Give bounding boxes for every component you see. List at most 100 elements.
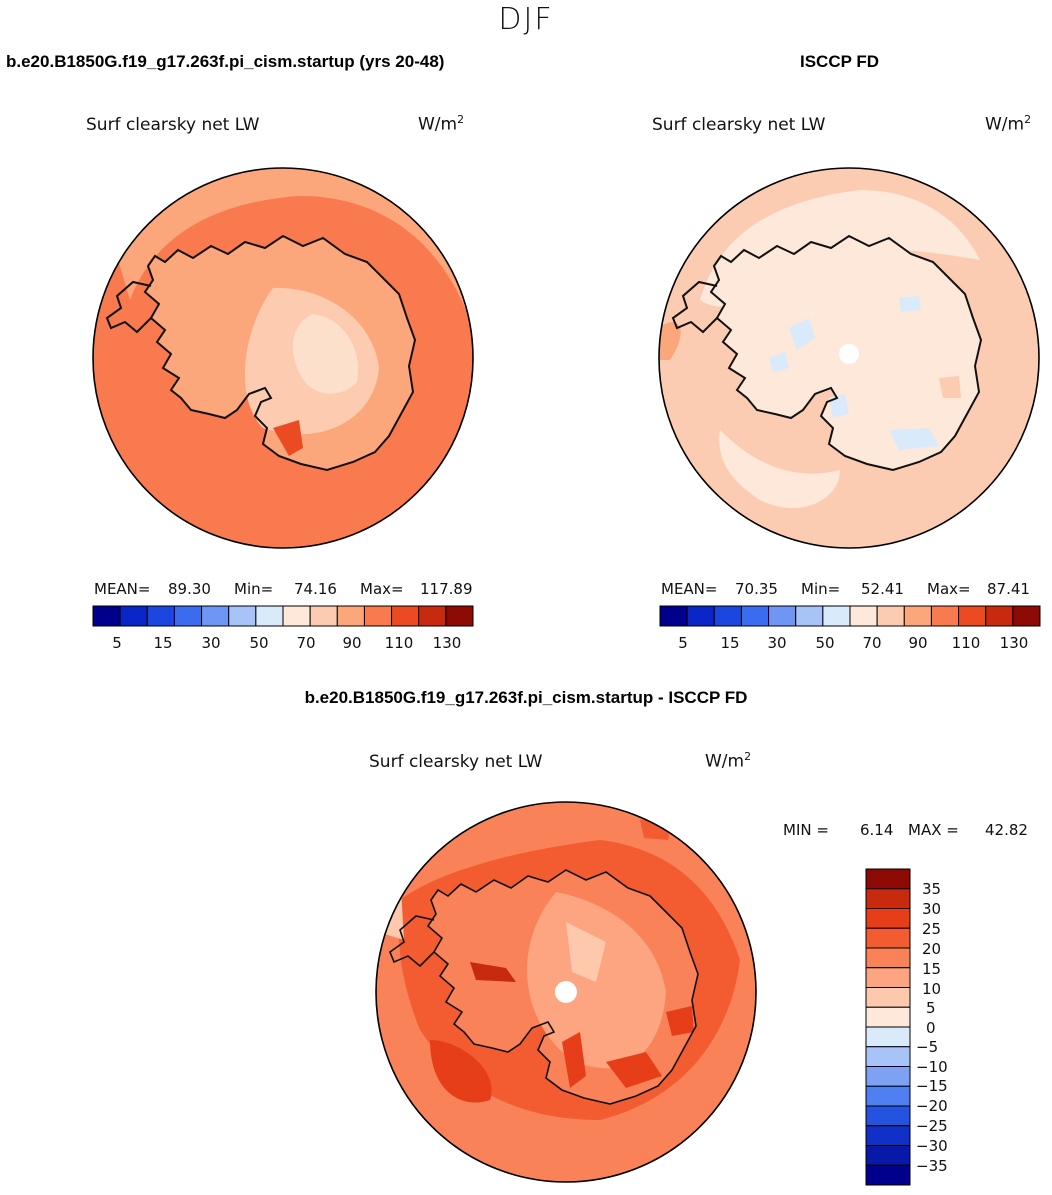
obs-cbar-tick: 5 xyxy=(678,634,688,652)
obs-cbar-tick: 30 xyxy=(767,634,787,652)
model-colorbar-cell xyxy=(282,605,311,627)
diff-cbar-tick: −20 xyxy=(916,1097,948,1115)
diff-variable-label: Surf clearsky net LW xyxy=(369,752,543,772)
diff-cbar-tick: −10 xyxy=(916,1058,948,1076)
obs-colorbar-cell xyxy=(985,605,1014,627)
model-colorbar-cell xyxy=(92,605,121,627)
obs-colorbar-cell xyxy=(958,605,987,627)
obs-colorbar xyxy=(659,605,1041,627)
diff-cbar-tick: −15 xyxy=(916,1077,948,1095)
obs-cbar-tick: 15 xyxy=(720,634,740,652)
diff-cbar-tick: −35 xyxy=(916,1157,948,1175)
obs-cbar-tick: 110 xyxy=(951,634,981,652)
model-cbar-tick: 5 xyxy=(112,634,122,652)
model-cbar-tick: 50 xyxy=(249,634,269,652)
model-colorbar-cell xyxy=(309,605,338,627)
diff-units: W/m2 xyxy=(705,750,752,772)
diff-cbar-tick: 30 xyxy=(922,900,942,918)
obs-min-label: Min= xyxy=(801,580,841,598)
obs-colorbar-cell xyxy=(930,605,960,627)
diff-max-label: MAX = xyxy=(908,821,959,839)
model-cbar-tick: 110 xyxy=(384,634,414,652)
obs-min-value: 52.41 xyxy=(861,580,904,598)
obs-colorbar-cell xyxy=(713,605,742,627)
obs-variable-label: Surf clearsky net LW xyxy=(652,115,826,135)
obs-units: W/m2 xyxy=(985,113,1032,135)
model-polar-map xyxy=(92,167,474,549)
model-colorbar-cell xyxy=(255,605,284,627)
diff-colorbar-cell xyxy=(865,908,911,929)
obs-mean-label: MEAN= xyxy=(661,580,718,598)
obs-colorbar-cell xyxy=(740,605,770,627)
model-colorbar-cell xyxy=(418,605,447,627)
obs-colorbar-cell xyxy=(795,605,824,627)
obs-colorbar-cell xyxy=(768,605,797,627)
obs-cbar-tick: 50 xyxy=(815,634,835,652)
obs-max-label: Max= xyxy=(927,580,971,598)
model-mean-value: 89.30 xyxy=(168,580,211,598)
diff-cbar-tick: 0 xyxy=(926,1019,936,1037)
model-colorbar-cell xyxy=(228,605,257,627)
diff-colorbar-cell xyxy=(865,1026,911,1048)
model-mean-label: MEAN= xyxy=(94,580,151,598)
obs-panel-title: ISCCP FD xyxy=(800,52,880,71)
model-colorbar-cell xyxy=(146,605,175,627)
obs-colorbar-cell xyxy=(822,605,851,627)
obs-cbar-tick: 130 xyxy=(999,634,1029,652)
obs-mean-value: 70.35 xyxy=(735,580,778,598)
diff-colorbar-cell xyxy=(865,1085,911,1107)
diff-colorbar-cell xyxy=(865,967,911,988)
model-cbar-tick: 70 xyxy=(296,634,316,652)
diff-colorbar-cell xyxy=(865,888,911,909)
model-colorbar-cell xyxy=(173,605,203,627)
diff-cbar-tick: −5 xyxy=(916,1038,939,1056)
season-title: DJF xyxy=(498,2,554,37)
model-cbar-tick: 130 xyxy=(432,634,462,652)
model-colorbar-cell xyxy=(445,605,474,627)
model-min-value: 74.16 xyxy=(294,580,337,598)
model-colorbar-cell xyxy=(201,605,230,627)
model-cbar-tick: 30 xyxy=(201,634,221,652)
diff-cbar-tick: 5 xyxy=(926,999,936,1017)
diff-colorbar xyxy=(865,868,911,1186)
obs-colorbar-cell xyxy=(686,605,715,627)
diff-colorbar-cell xyxy=(865,1125,911,1146)
diff-colorbar-cell xyxy=(865,947,911,969)
diff-panel-title: b.e20.B1850G.f19_g17.263f.pi_cism.startu… xyxy=(304,688,748,707)
model-colorbar xyxy=(92,605,474,627)
diff-cbar-tick: 25 xyxy=(922,920,942,938)
model-cbar-tick: 15 xyxy=(153,634,173,652)
model-colorbar-cell xyxy=(391,605,420,627)
diff-cbar-tick: 35 xyxy=(922,880,942,898)
model-cbar-tick: 90 xyxy=(342,634,362,652)
model-units: W/m2 xyxy=(418,113,465,135)
diff-colorbar-cell xyxy=(865,1105,911,1127)
diff-cbar-tick: −25 xyxy=(916,1117,948,1135)
diff-colorbar-cell xyxy=(865,1006,911,1028)
diff-colorbar-cell xyxy=(865,1046,911,1067)
diff-min-label: MIN = xyxy=(783,821,829,839)
diff-colorbar-cell xyxy=(865,868,911,890)
obs-colorbar-cell xyxy=(1012,605,1041,627)
diff-cbar-tick: 10 xyxy=(922,980,942,998)
model-colorbar-cell xyxy=(119,605,148,627)
diff-colorbar-cell xyxy=(865,1066,911,1087)
obs-cbar-tick: 90 xyxy=(908,634,928,652)
model-min-label: Min= xyxy=(234,580,274,598)
diff-max-value: 42.82 xyxy=(985,821,1028,839)
model-max-value: 117.89 xyxy=(420,580,473,598)
diff-colorbar-cell xyxy=(865,1145,911,1166)
diff-min-value: 6.14 xyxy=(860,821,894,839)
obs-cbar-tick: 70 xyxy=(862,634,882,652)
diff-cbar-tick: 15 xyxy=(922,960,942,978)
obs-polar-map xyxy=(658,167,1040,549)
model-panel-title: b.e20.B1850G.f19_g17.263f.pi_cism.startu… xyxy=(6,52,445,71)
obs-colorbar-cell xyxy=(903,605,932,627)
obs-colorbar-cell xyxy=(876,605,905,627)
diff-polar-map xyxy=(375,801,757,1183)
diff-colorbar-cell xyxy=(865,987,911,1008)
model-colorbar-cell xyxy=(363,605,393,627)
model-colorbar-cell xyxy=(336,605,365,627)
obs-max-value: 87.41 xyxy=(987,580,1030,598)
